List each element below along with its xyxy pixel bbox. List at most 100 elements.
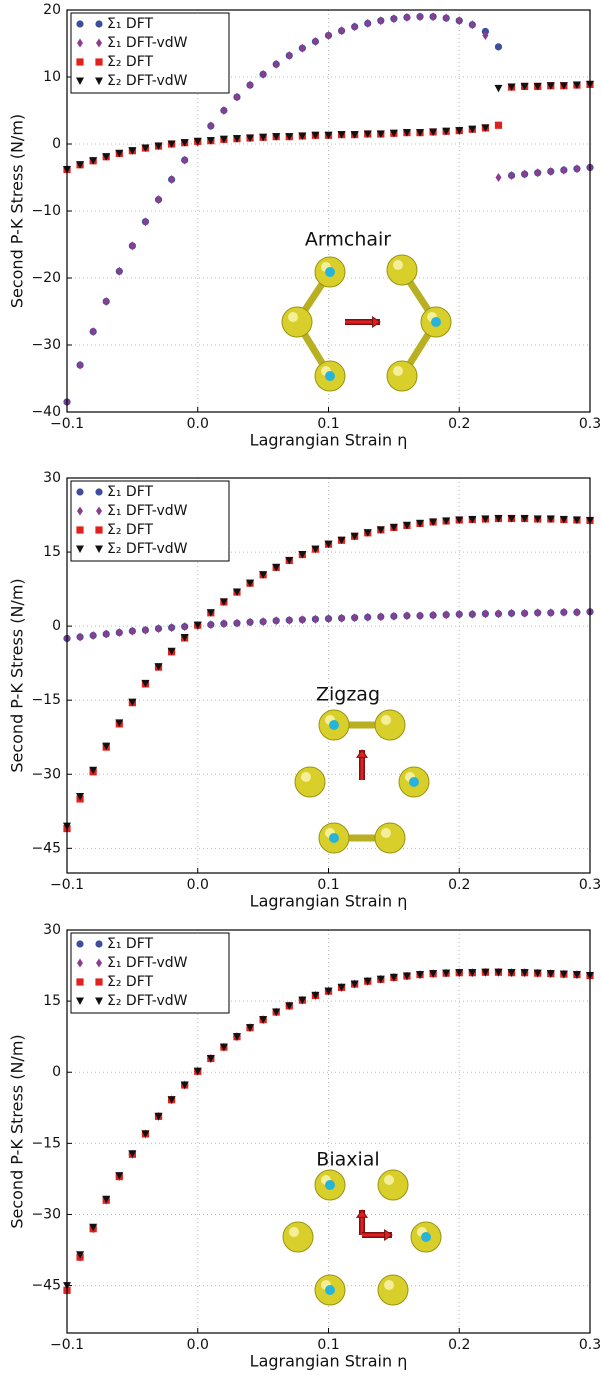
data-point	[193, 1067, 202, 1076]
data-point	[272, 563, 281, 572]
data-point	[546, 970, 555, 978]
data-point	[482, 30, 489, 40]
data-point	[521, 608, 528, 618]
atom-marker	[325, 1285, 335, 1295]
data-point	[507, 514, 516, 523]
data-point	[102, 1195, 111, 1204]
data-point	[455, 969, 464, 977]
data-point	[338, 26, 345, 36]
data-point	[311, 131, 320, 140]
legend-marker	[95, 940, 103, 948]
atom	[386, 254, 418, 286]
data-point	[154, 663, 163, 671]
atom	[282, 1221, 314, 1253]
y-axis-label: Second P-K Stress (N/m)	[8, 578, 27, 772]
data-point	[142, 625, 149, 635]
data-point	[167, 647, 176, 656]
data-point	[520, 514, 529, 523]
data-point	[377, 16, 384, 26]
data-point	[76, 1251, 85, 1259]
legend-label: Σ₁ DFT-vdW	[107, 35, 188, 51]
data-point	[155, 624, 162, 634]
y-tick-label: −30	[31, 337, 61, 353]
data-point	[376, 526, 385, 534]
legend-label: Σ₁ DFT	[107, 484, 153, 500]
y-tick-label: 30	[43, 922, 61, 938]
data-point	[154, 1112, 163, 1121]
data-point	[90, 631, 97, 641]
data-point	[430, 12, 437, 22]
data-point	[77, 632, 84, 642]
legend-marker	[76, 997, 84, 1005]
data-point	[206, 137, 215, 145]
data-point	[154, 142, 163, 151]
data-point	[128, 698, 137, 707]
data-point	[377, 612, 384, 622]
data-point	[402, 972, 411, 980]
atom-marker	[325, 1180, 335, 1190]
data-point	[508, 170, 515, 180]
data-point	[455, 516, 464, 524]
data-point	[547, 166, 554, 176]
x-tick-label: 0.1	[317, 1337, 339, 1353]
atom-marker	[409, 777, 419, 787]
legend-marker	[76, 77, 84, 85]
legend-marker	[76, 526, 84, 534]
x-tick-label: −0.1	[50, 1337, 84, 1353]
data-point	[141, 1130, 150, 1138]
data-point	[76, 161, 85, 169]
data-point	[573, 607, 580, 617]
data-point	[338, 613, 345, 623]
data-point	[416, 971, 425, 979]
data-point	[442, 969, 451, 978]
data-point	[443, 610, 450, 620]
data-point	[128, 147, 137, 155]
atom-highlight	[384, 1280, 394, 1290]
atom-highlight	[393, 366, 403, 376]
atom	[386, 360, 418, 392]
data-point	[76, 792, 85, 801]
data-point	[507, 83, 516, 92]
data-point	[167, 1096, 176, 1104]
data-point	[206, 1054, 215, 1063]
data-point	[247, 80, 254, 90]
data-point	[547, 608, 554, 618]
atom-highlight	[384, 1175, 394, 1185]
atom-marker	[325, 267, 335, 277]
legend-marker	[95, 526, 103, 534]
x-tick-label: 0.3	[579, 1337, 601, 1353]
data-point	[115, 149, 124, 158]
data-point	[129, 626, 136, 636]
atom	[374, 709, 406, 741]
data-point	[546, 515, 555, 523]
data-point	[286, 51, 293, 61]
legend-label: Σ₂ DFT-vdW	[107, 73, 188, 89]
data-point	[232, 1033, 241, 1041]
data-point	[443, 13, 450, 23]
data-point	[246, 134, 255, 142]
data-point	[233, 618, 240, 628]
data-point	[298, 132, 307, 140]
data-point	[442, 127, 451, 136]
data-point	[559, 82, 568, 90]
data-point	[325, 614, 332, 624]
arrow-head	[372, 315, 381, 329]
data-point	[298, 996, 307, 1005]
data-point	[180, 139, 189, 147]
data-point	[534, 608, 541, 618]
legend-label: Σ₁ DFT-vdW	[107, 503, 188, 519]
annotation: Armchair	[305, 229, 391, 251]
arrow-head	[384, 1228, 393, 1242]
data-point	[364, 612, 371, 622]
atom-marker	[329, 833, 339, 843]
data-point	[233, 92, 240, 102]
data-point	[389, 523, 398, 532]
data-point	[89, 1223, 98, 1232]
data-point	[402, 129, 411, 137]
legend-marker	[95, 20, 103, 28]
data-point	[219, 1043, 228, 1052]
data-point	[285, 556, 294, 565]
data-point	[311, 545, 320, 554]
data-point	[469, 609, 476, 619]
data-point	[324, 131, 333, 140]
